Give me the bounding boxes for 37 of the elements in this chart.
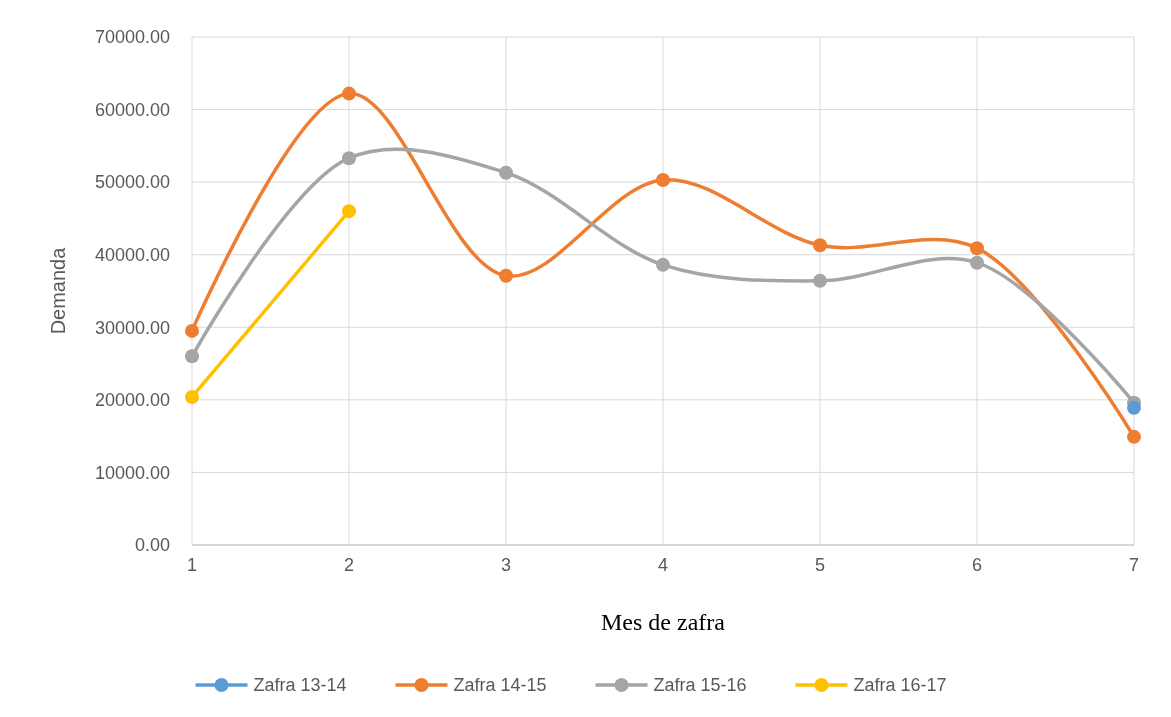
x-tick-label: 5: [814, 555, 826, 575]
point: [970, 241, 984, 256]
point: [499, 268, 513, 283]
point: [185, 349, 199, 364]
point: [1127, 429, 1141, 444]
y-tick-label: 0.00: [134, 535, 170, 556]
point: [185, 323, 199, 338]
point: [813, 273, 827, 288]
point: [342, 204, 356, 219]
point: [656, 257, 670, 272]
y-tick-label: 50000.00: [94, 172, 170, 193]
point: [813, 238, 827, 253]
x-tick-label: 6: [971, 555, 983, 575]
x-tick-label: 2: [343, 555, 355, 575]
y-tick-label: 40000.00: [94, 245, 170, 266]
point: [185, 389, 199, 404]
point: [342, 86, 356, 101]
y-tick-label: 60000.00: [94, 99, 170, 120]
x-tick-label: 4: [657, 555, 669, 575]
point: [1127, 400, 1141, 415]
point: [970, 255, 984, 270]
legend-label: Zafra 13-14: [253, 675, 347, 696]
y-tick-label: 70000.00: [94, 27, 170, 48]
x-tick-label: 1: [186, 555, 198, 575]
y-tick-label: 10000.00: [94, 462, 170, 483]
legend-label: Zafra 14-15: [453, 675, 547, 696]
x-tick-label: 3: [500, 555, 512, 575]
y-tick-label: 20000.00: [94, 390, 170, 411]
point: [499, 165, 513, 180]
legend-label: Zafra 16-17: [853, 675, 947, 696]
point: [656, 172, 670, 187]
legend-label: Zafra 15-16: [653, 675, 747, 696]
x-axis-title: Mes de zafra: [601, 609, 726, 635]
y-tick-label: 30000.00: [94, 317, 170, 338]
point: [342, 151, 356, 166]
y-axis-title: Demanda: [47, 246, 69, 335]
x-tick-label: 7: [1128, 555, 1140, 575]
